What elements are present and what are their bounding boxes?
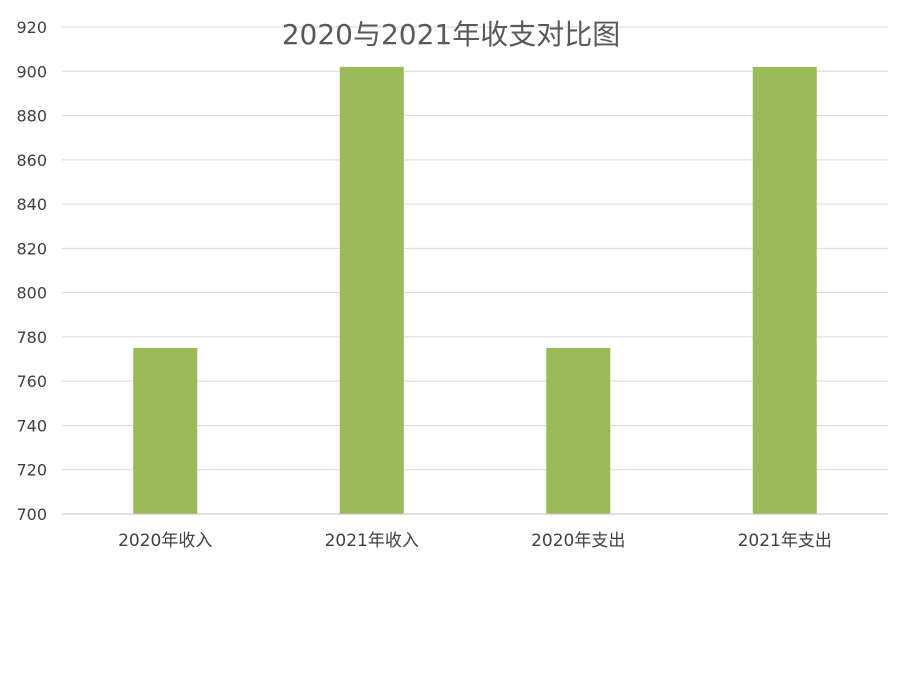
y-tick-label: 840 [16, 195, 47, 214]
y-tick-labels: 700 720 740 760 780 800 820 840 860 880 900 920 [16, 18, 47, 524]
bar [546, 347, 611, 514]
y-tick-label: 820 [16, 239, 47, 258]
y-tick-label: 900 [16, 62, 47, 81]
bars [133, 66, 817, 514]
x-tick-label: 2021年支出 [738, 531, 832, 551]
y-tick-label: 880 [16, 107, 47, 126]
bar [339, 66, 404, 514]
y-tick-label: 860 [16, 151, 47, 170]
y-tick-label: 920 [16, 18, 47, 37]
gridlines [62, 26, 888, 471]
y-tick-label: 760 [16, 372, 47, 391]
bar [752, 66, 817, 514]
x-tick-label: 2020年收入 [118, 531, 212, 551]
y-tick-label: 700 [16, 505, 47, 524]
y-tick-label: 780 [16, 328, 47, 347]
y-tick-label: 800 [16, 284, 47, 303]
bar [133, 347, 198, 514]
x-tick-labels: 2020年收入 2021年收入 2020年支出 2021年支出 [118, 531, 832, 551]
y-tick-label: 740 [16, 416, 47, 435]
x-tick-label: 2021年收入 [325, 531, 419, 551]
y-tick-label: 720 [16, 461, 47, 480]
chart-title: 2020与2021年收支对比图 [282, 18, 621, 51]
x-tick-label: 2020年支出 [531, 531, 625, 551]
